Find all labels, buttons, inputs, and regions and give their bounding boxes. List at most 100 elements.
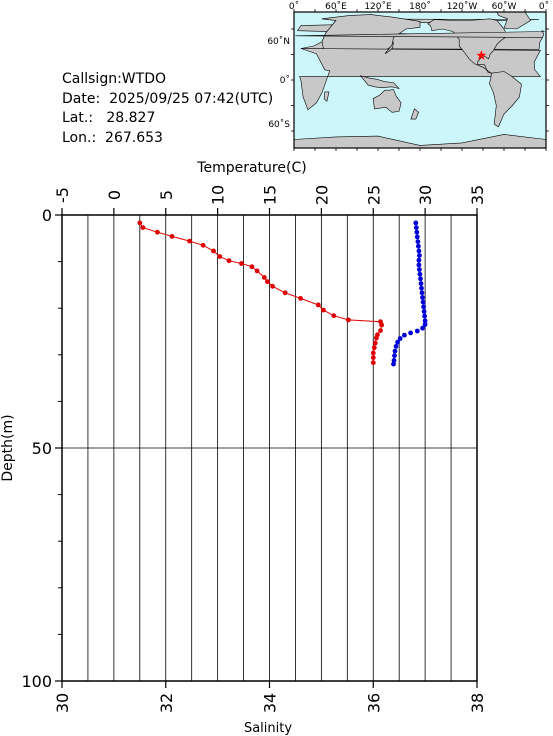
temperature-point	[378, 328, 383, 333]
bottom-axis-title: Salinity	[244, 721, 292, 736]
salinity-point	[415, 239, 421, 245]
bottom-axis-tick-label: 36	[364, 693, 383, 713]
map-label-lat-60s: 60˚S	[268, 119, 290, 130]
temperature-point	[298, 296, 303, 301]
map-label-lon-180: 180˚	[409, 1, 431, 12]
top-axis-tick-label: -5	[53, 187, 72, 203]
temperature-point	[371, 345, 377, 351]
top-axis-tick-label: 10	[209, 185, 228, 205]
temperature-line	[139, 222, 383, 363]
bottom-axis-tick-label: 34	[261, 693, 280, 713]
map-land-japan	[384, 41, 394, 54]
salinity-point	[416, 243, 421, 249]
map-land-south-america	[488, 71, 522, 128]
temperature-point	[254, 268, 260, 274]
bottom-axis-tick-label: 32	[157, 693, 176, 713]
callsign-text: Callsign:WTDO	[62, 71, 166, 87]
temperature-point	[200, 242, 206, 248]
temperature-point	[370, 350, 376, 356]
salinity-point	[418, 281, 424, 286]
salinity-point	[417, 271, 423, 277]
temperature-series	[137, 220, 384, 366]
temperature-point	[379, 322, 384, 328]
temperature-point	[217, 254, 223, 259]
salinity-point	[413, 220, 419, 226]
y-axis-tick-label: 50	[32, 439, 52, 458]
map-land-indonesia	[359, 75, 400, 90]
salinity-point	[393, 344, 399, 349]
salinity-point	[420, 295, 425, 300]
temperature-point	[282, 290, 288, 296]
map-land-madagascar	[323, 91, 330, 102]
temperature-point	[137, 220, 143, 226]
salinity-point	[419, 285, 424, 291]
temperature-point	[249, 264, 255, 270]
map-label-lon-60e: 60˚E	[325, 1, 347, 12]
temperature-point	[169, 234, 175, 239]
y-axis-tick-label: 100	[21, 672, 52, 691]
temperature-point	[140, 225, 146, 231]
salinity-point	[417, 253, 422, 258]
salinity-point	[420, 299, 426, 305]
salinity-point	[418, 276, 423, 282]
map-land-africa	[299, 48, 542, 111]
salinity-point	[417, 267, 422, 272]
top-axis-tick-label: 5	[157, 190, 176, 200]
temperature-point	[315, 302, 321, 308]
salinity-point	[421, 304, 426, 310]
temperature-point	[331, 313, 337, 319]
salinity-point	[421, 309, 427, 314]
bottom-axis-tick-label: 38	[468, 693, 487, 713]
map-label-lat-0: 0˚	[280, 75, 290, 86]
salinity-point	[414, 328, 420, 334]
top-axis-tick-label: 0	[105, 190, 124, 200]
salinity-point	[419, 290, 425, 296]
salinity-point	[416, 262, 422, 268]
salinity-point	[414, 234, 420, 240]
salinity-point	[397, 336, 403, 341]
star-icon	[476, 50, 487, 60]
top-axis-tick-label: 25	[364, 185, 383, 205]
salinity-point	[408, 330, 413, 336]
top-axis-tick-label: 20	[312, 185, 331, 205]
y-axis-title: Depth(m)	[0, 414, 16, 481]
bottom-axis-tick-label: 30	[53, 693, 72, 713]
temperature-point	[226, 258, 232, 264]
salinity-point	[414, 229, 420, 235]
y-axis-tick-label: 0	[42, 206, 52, 225]
salinity-point	[395, 339, 400, 345]
temperature-point	[370, 355, 376, 360]
map-land-australia	[372, 88, 402, 113]
salinity-point	[422, 318, 428, 324]
station-info: Callsign:WTDO Date: 2025/09/25 07:42(UTC…	[62, 70, 273, 148]
salinity-series	[391, 220, 428, 367]
temperature-point	[187, 238, 193, 244]
top-axis-tick-label: 30	[416, 185, 435, 205]
temperature-point	[211, 248, 216, 254]
map-ticks	[291, 9, 549, 151]
chart-series	[137, 220, 428, 367]
map-land-uk	[295, 30, 545, 38]
temperature-point	[155, 229, 160, 235]
salinity-point	[413, 225, 419, 231]
salinity-point	[391, 358, 397, 363]
salinity-point	[422, 313, 427, 319]
salinity-point	[402, 332, 407, 338]
longitude-text: Lon.: 267.653	[62, 129, 163, 146]
temperature-point	[370, 360, 376, 366]
salinity-point	[391, 361, 396, 367]
salinity-point	[420, 325, 425, 331]
map-label-lon-0: 0˚	[289, 1, 299, 12]
latitude-text: Lat.: 28.827	[62, 110, 156, 126]
map-label-lon-0-east: 0˚	[539, 1, 549, 12]
temperature-point	[346, 317, 351, 323]
world-map: 0˚ 60˚E 120˚E 180˚ 120˚W 60˚W 0˚ 60˚N 0˚…	[267, 1, 549, 151]
salinity-point	[416, 248, 422, 254]
chart-grid	[62, 215, 477, 681]
top-axis-tick-label: 35	[468, 185, 487, 205]
salinity-point	[392, 353, 397, 359]
temperature-point	[239, 261, 244, 266]
temperature-point	[261, 275, 267, 280]
